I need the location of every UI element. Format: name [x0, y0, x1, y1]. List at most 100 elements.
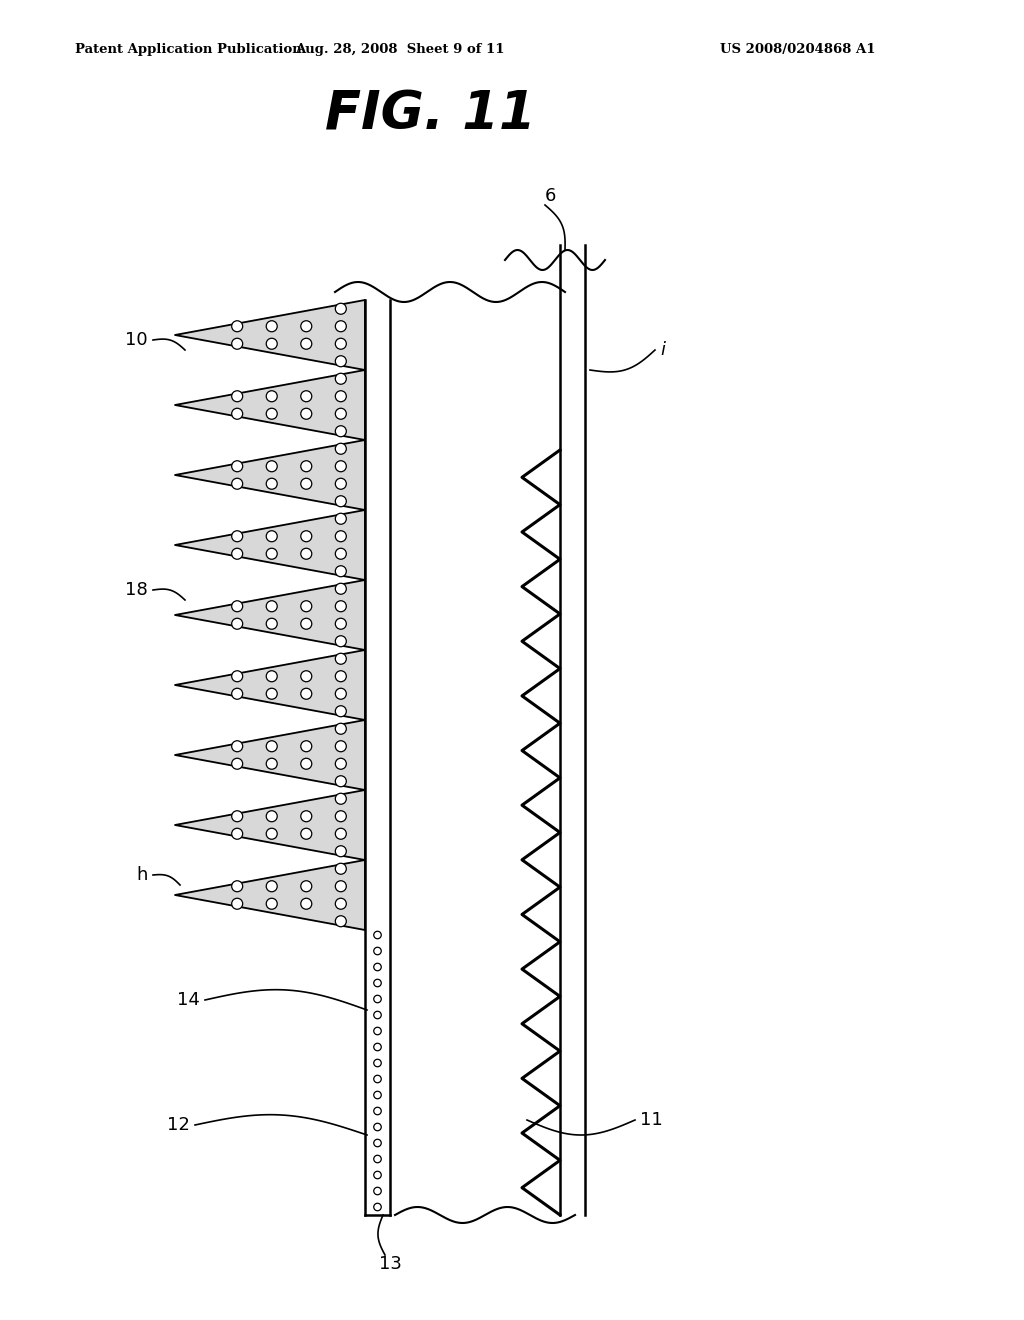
Circle shape — [301, 671, 311, 681]
Circle shape — [301, 898, 311, 909]
Circle shape — [374, 931, 381, 939]
Circle shape — [231, 688, 243, 700]
Circle shape — [335, 618, 346, 630]
Polygon shape — [175, 579, 365, 649]
Circle shape — [335, 444, 346, 454]
Circle shape — [301, 758, 311, 770]
Circle shape — [335, 723, 346, 734]
Circle shape — [301, 688, 311, 700]
Circle shape — [335, 706, 346, 717]
Text: FIG. 11: FIG. 11 — [325, 88, 536, 141]
Circle shape — [335, 758, 346, 770]
Circle shape — [335, 916, 346, 927]
Circle shape — [335, 601, 346, 611]
Circle shape — [266, 321, 278, 331]
Circle shape — [266, 461, 278, 471]
Polygon shape — [175, 719, 365, 789]
Circle shape — [231, 828, 243, 840]
Circle shape — [335, 793, 346, 804]
Circle shape — [335, 846, 346, 857]
Text: Patent Application Publication: Patent Application Publication — [75, 44, 302, 57]
Circle shape — [335, 338, 346, 350]
Circle shape — [335, 531, 346, 541]
Circle shape — [335, 653, 346, 664]
Circle shape — [266, 898, 278, 909]
Circle shape — [335, 583, 346, 594]
Circle shape — [301, 828, 311, 840]
Circle shape — [266, 671, 278, 681]
Circle shape — [374, 1076, 381, 1082]
Circle shape — [231, 618, 243, 630]
Circle shape — [301, 618, 311, 630]
Text: 10: 10 — [125, 331, 148, 348]
Circle shape — [231, 391, 243, 401]
Circle shape — [301, 741, 311, 752]
Circle shape — [301, 548, 311, 560]
Circle shape — [266, 741, 278, 752]
Circle shape — [374, 1092, 381, 1098]
Polygon shape — [175, 861, 365, 931]
Circle shape — [335, 548, 346, 560]
Circle shape — [301, 391, 311, 401]
Circle shape — [374, 995, 381, 1003]
Polygon shape — [175, 370, 365, 440]
Circle shape — [335, 828, 346, 840]
Circle shape — [374, 1027, 381, 1035]
Circle shape — [231, 810, 243, 822]
Circle shape — [374, 979, 381, 987]
Circle shape — [231, 408, 243, 420]
Circle shape — [266, 531, 278, 541]
Circle shape — [231, 898, 243, 909]
Circle shape — [266, 618, 278, 630]
Circle shape — [301, 531, 311, 541]
Circle shape — [335, 810, 346, 822]
Text: US 2008/0204868 A1: US 2008/0204868 A1 — [720, 44, 876, 57]
Circle shape — [335, 513, 346, 524]
Circle shape — [335, 741, 346, 752]
Circle shape — [335, 880, 346, 892]
Polygon shape — [175, 440, 365, 510]
Circle shape — [374, 1155, 381, 1163]
Polygon shape — [175, 649, 365, 719]
Circle shape — [266, 391, 278, 401]
Text: h: h — [136, 866, 148, 884]
Circle shape — [231, 321, 243, 331]
Circle shape — [301, 478, 311, 490]
Circle shape — [231, 671, 243, 681]
Circle shape — [374, 1204, 381, 1210]
Circle shape — [335, 374, 346, 384]
Circle shape — [335, 478, 346, 490]
Circle shape — [335, 671, 346, 681]
Text: 12: 12 — [167, 1115, 190, 1134]
Circle shape — [301, 461, 311, 471]
Circle shape — [266, 601, 278, 611]
Circle shape — [301, 601, 311, 611]
Circle shape — [266, 688, 278, 700]
Circle shape — [231, 758, 243, 770]
Circle shape — [335, 566, 346, 577]
Circle shape — [335, 408, 346, 420]
Circle shape — [335, 391, 346, 401]
Circle shape — [266, 478, 278, 490]
Text: Aug. 28, 2008  Sheet 9 of 11: Aug. 28, 2008 Sheet 9 of 11 — [295, 44, 505, 57]
Text: 13: 13 — [379, 1255, 401, 1272]
Circle shape — [335, 898, 346, 909]
Circle shape — [374, 1011, 381, 1019]
Circle shape — [266, 880, 278, 892]
Circle shape — [335, 496, 346, 507]
Circle shape — [374, 964, 381, 970]
Text: i: i — [660, 341, 665, 359]
Circle shape — [231, 601, 243, 611]
Circle shape — [335, 636, 346, 647]
Polygon shape — [175, 510, 365, 579]
Circle shape — [231, 880, 243, 892]
Circle shape — [374, 1187, 381, 1195]
Circle shape — [335, 304, 346, 314]
Text: 11: 11 — [640, 1111, 663, 1129]
Circle shape — [266, 548, 278, 560]
Circle shape — [374, 1123, 381, 1131]
Circle shape — [335, 321, 346, 331]
Circle shape — [374, 1139, 381, 1147]
Circle shape — [335, 776, 346, 787]
Circle shape — [231, 338, 243, 350]
